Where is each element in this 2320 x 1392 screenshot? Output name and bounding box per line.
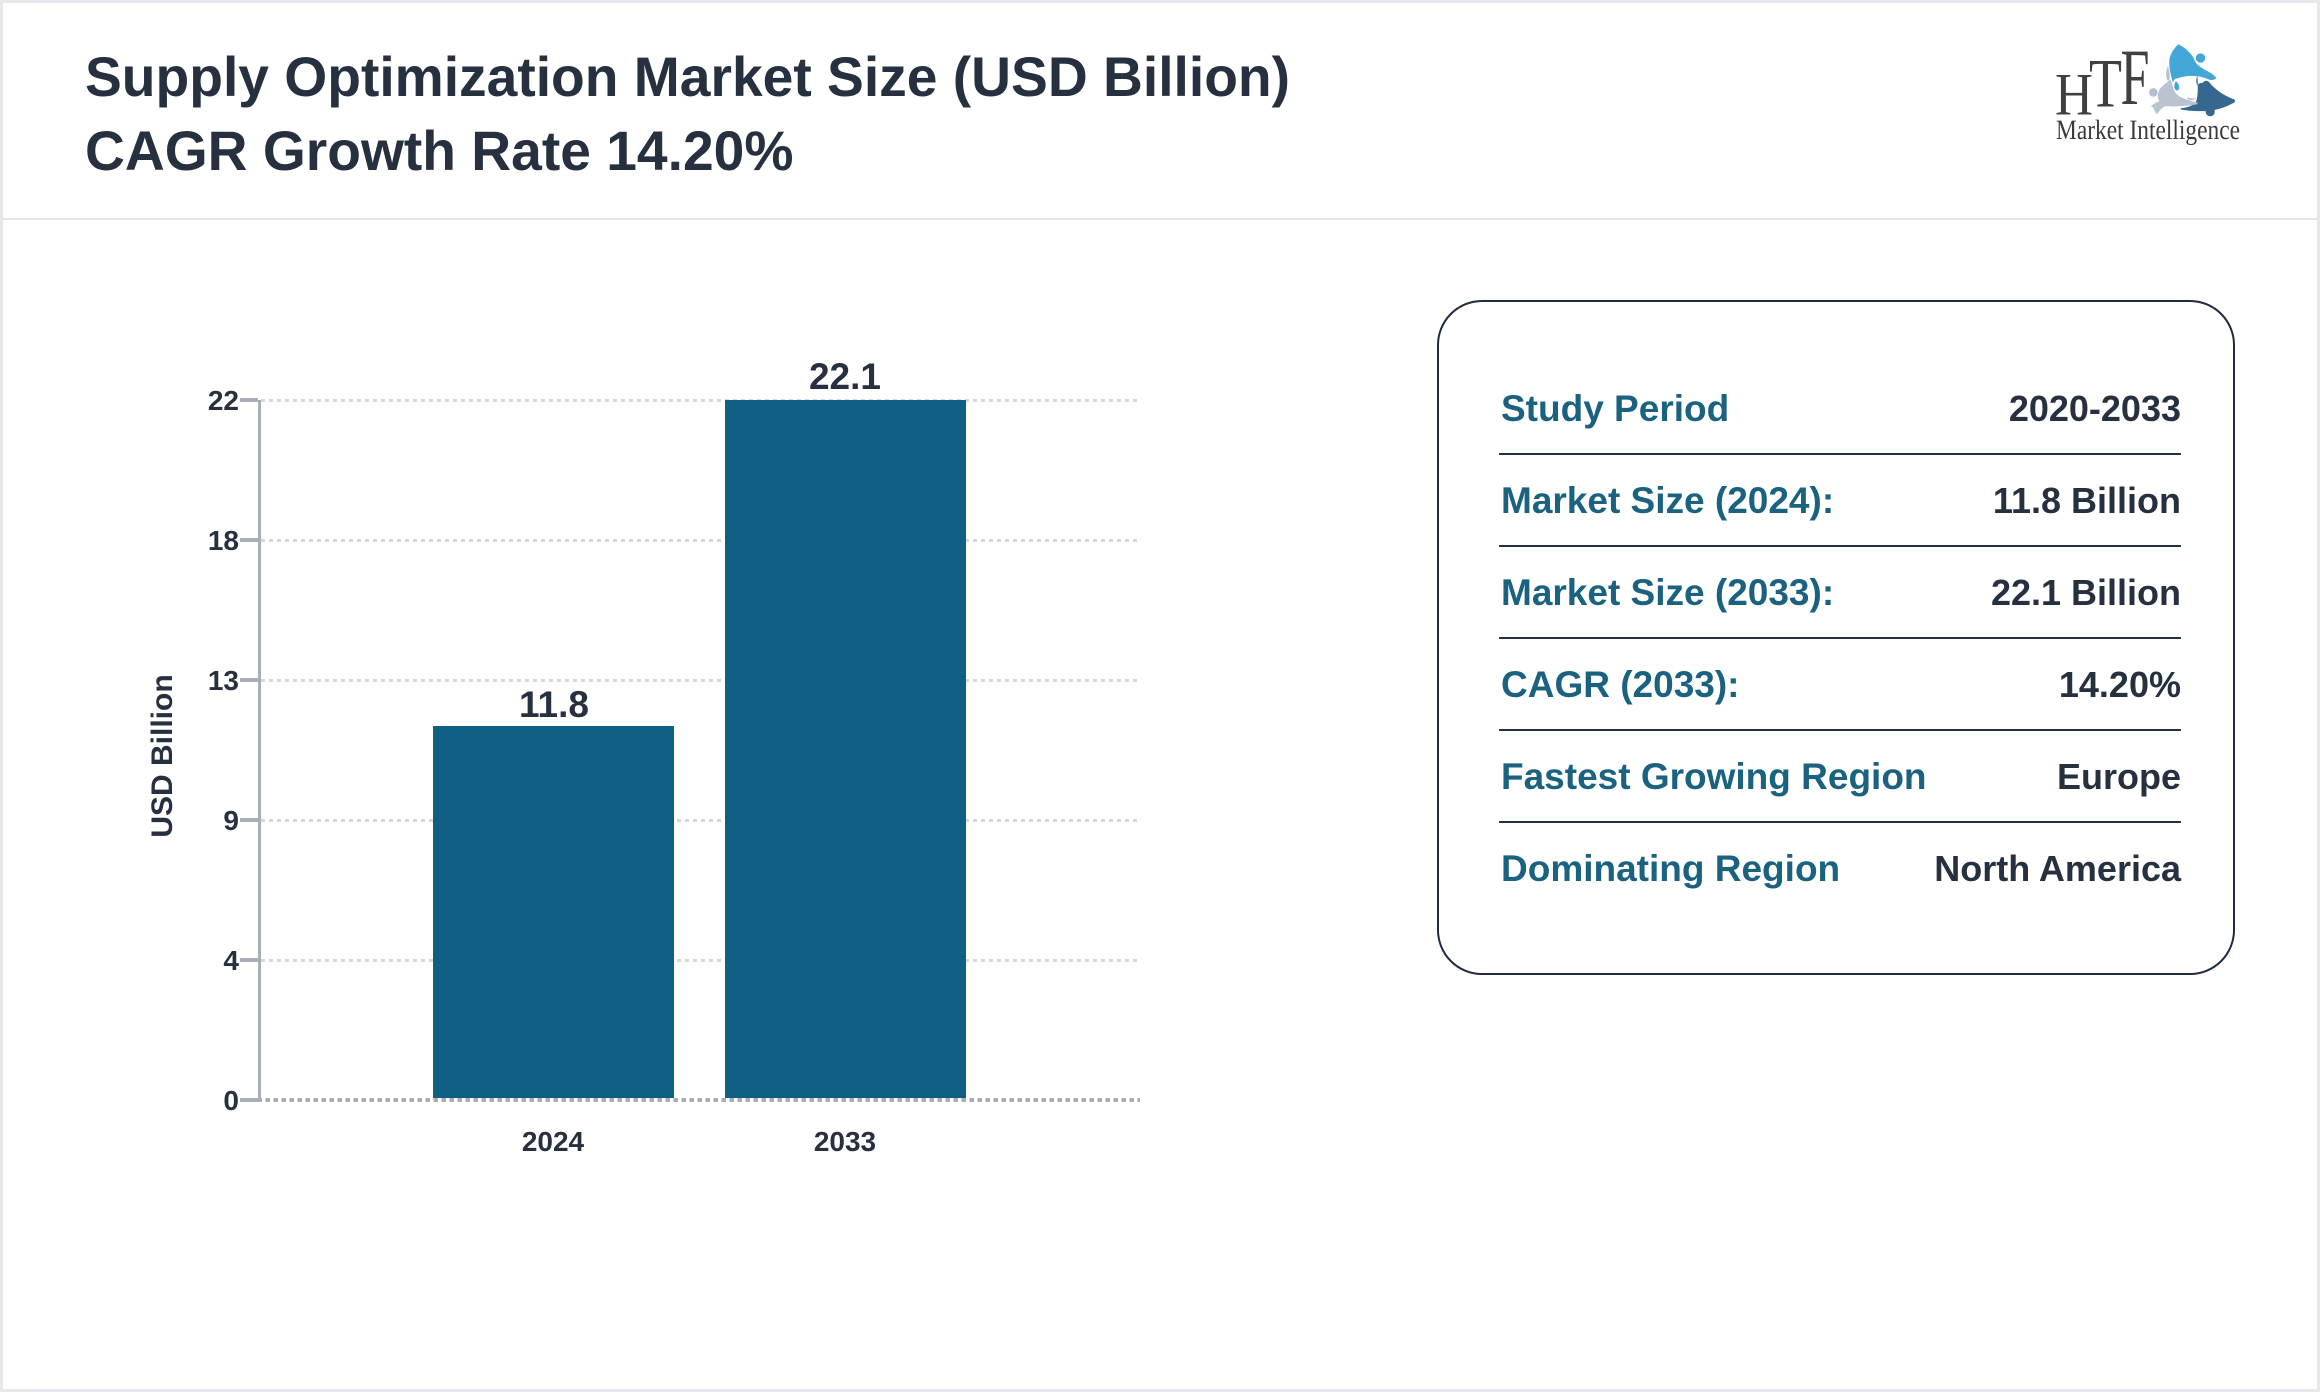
svg-text:F: F [2121,34,2150,122]
svg-text:Market Intelligence: Market Intelligence [2056,115,2240,146]
svg-text:H: H [2055,62,2093,129]
svg-text:T: T [2089,46,2122,123]
